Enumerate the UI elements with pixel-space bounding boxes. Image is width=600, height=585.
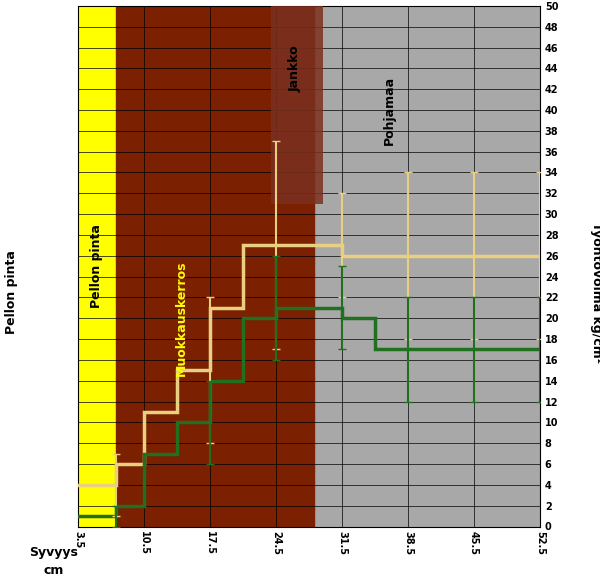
FancyBboxPatch shape <box>271 6 323 204</box>
Text: Muokkauskerros: Muokkauskerros <box>175 260 188 376</box>
Text: Pellon pinta: Pellon pinta <box>5 250 19 335</box>
Text: cm: cm <box>44 564 64 577</box>
Text: Työntövoima kg/cm²: Työntövoima kg/cm² <box>590 222 600 363</box>
Text: Pellon pinta: Pellon pinta <box>91 224 103 308</box>
Bar <box>116 6 314 526</box>
Text: Jankko: Jankko <box>289 45 301 92</box>
Text: Pohjamaa: Pohjamaa <box>383 75 395 144</box>
Bar <box>78 6 116 526</box>
Text: Syvyys: Syvyys <box>29 546 79 559</box>
